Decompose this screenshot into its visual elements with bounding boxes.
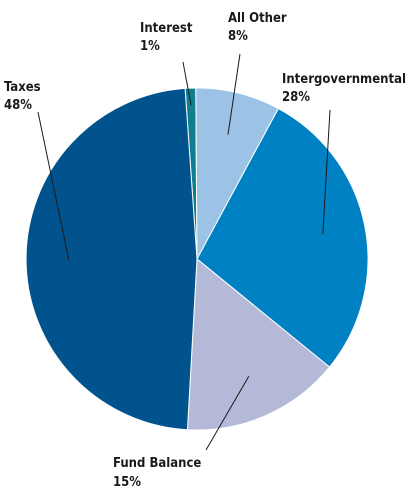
label-taxes-name: Taxes	[4, 80, 41, 95]
label-interest-name: Interest	[140, 21, 193, 36]
label-interest-pct: 1%	[140, 39, 160, 54]
pie-slice-fund-balance	[186, 257, 331, 431]
label-intergovernmental-pct: 28%	[282, 90, 310, 105]
label-all-other-pct: 8%	[228, 29, 248, 44]
leader-line-all-other	[227, 53, 241, 135]
leader-line-taxes	[37, 111, 70, 261]
pie-slice-intergovernmental	[196, 107, 369, 368]
leader-line-intergovernmental	[322, 109, 331, 235]
label-intergovernmental-name: Intergovernmental	[282, 72, 406, 87]
pie-slice-taxes	[25, 87, 198, 431]
label-all-other-name: All Other	[228, 11, 287, 26]
leader-line-fund-balance	[205, 376, 250, 451]
pie-slices	[25, 87, 369, 431]
label-fund-balance-name: Fund Balance	[113, 456, 201, 471]
leader-lines	[37, 53, 331, 451]
leader-line-interest	[182, 61, 192, 106]
label-fund-balance-pct: 15%	[113, 475, 141, 490]
label-taxes-pct: 48%	[4, 98, 32, 113]
